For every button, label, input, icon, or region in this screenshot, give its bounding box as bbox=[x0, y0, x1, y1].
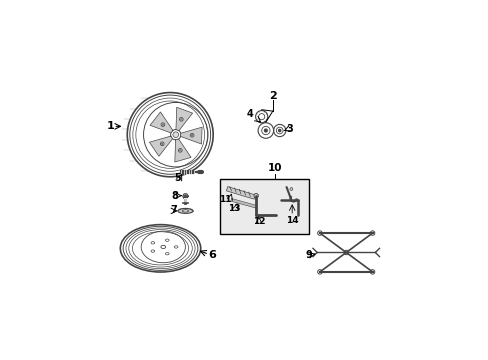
Text: 2: 2 bbox=[268, 91, 276, 101]
Text: 5: 5 bbox=[174, 173, 181, 183]
Circle shape bbox=[161, 123, 164, 126]
Circle shape bbox=[180, 118, 182, 120]
Polygon shape bbox=[180, 127, 202, 144]
Polygon shape bbox=[150, 112, 173, 133]
Circle shape bbox=[179, 150, 181, 151]
Circle shape bbox=[317, 231, 322, 235]
Circle shape bbox=[179, 117, 183, 121]
Circle shape bbox=[190, 134, 194, 137]
Polygon shape bbox=[174, 139, 191, 162]
Text: 8: 8 bbox=[171, 191, 178, 201]
Circle shape bbox=[173, 132, 178, 138]
Ellipse shape bbox=[165, 252, 169, 255]
Circle shape bbox=[264, 129, 267, 132]
Circle shape bbox=[253, 193, 258, 198]
Circle shape bbox=[162, 124, 163, 125]
Ellipse shape bbox=[182, 210, 188, 212]
Polygon shape bbox=[183, 194, 188, 199]
Text: 3: 3 bbox=[285, 124, 292, 134]
Ellipse shape bbox=[178, 208, 193, 213]
Text: 13: 13 bbox=[227, 204, 240, 213]
Bar bbox=[220, 179, 308, 234]
Polygon shape bbox=[149, 136, 172, 156]
Ellipse shape bbox=[174, 246, 178, 248]
Circle shape bbox=[191, 135, 192, 136]
Text: 10: 10 bbox=[267, 163, 282, 174]
Circle shape bbox=[317, 270, 322, 274]
FancyArrow shape bbox=[230, 198, 256, 208]
Text: 6: 6 bbox=[207, 250, 215, 260]
Ellipse shape bbox=[165, 239, 169, 242]
Circle shape bbox=[161, 143, 163, 145]
Ellipse shape bbox=[151, 242, 154, 244]
Circle shape bbox=[178, 149, 182, 152]
Circle shape bbox=[278, 129, 280, 132]
Circle shape bbox=[369, 231, 374, 235]
Circle shape bbox=[160, 142, 163, 145]
Text: 4: 4 bbox=[246, 109, 253, 120]
Text: 12: 12 bbox=[252, 217, 264, 226]
Text: 14: 14 bbox=[285, 216, 298, 225]
Polygon shape bbox=[176, 107, 192, 131]
Text: 11: 11 bbox=[219, 195, 231, 204]
Ellipse shape bbox=[161, 246, 165, 248]
Circle shape bbox=[369, 270, 374, 274]
Text: 1: 1 bbox=[106, 121, 114, 131]
Circle shape bbox=[344, 250, 348, 255]
Text: 7: 7 bbox=[170, 205, 177, 215]
Text: 9: 9 bbox=[305, 250, 311, 260]
Circle shape bbox=[289, 188, 292, 190]
Ellipse shape bbox=[151, 250, 154, 252]
FancyArrow shape bbox=[226, 186, 255, 199]
